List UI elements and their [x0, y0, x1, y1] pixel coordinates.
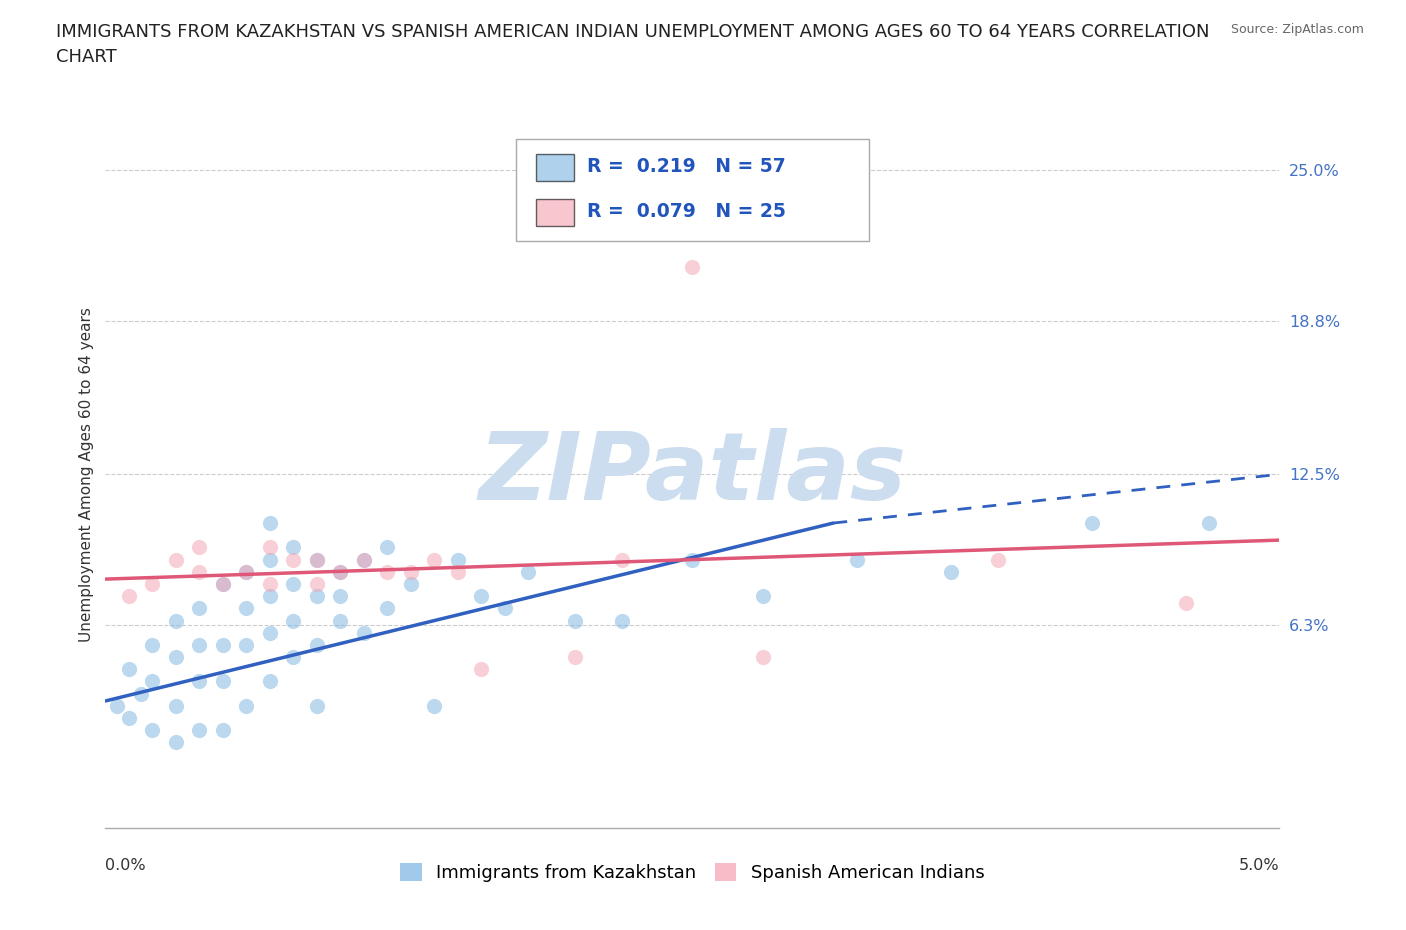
Point	[141, 577, 163, 591]
Point	[283, 552, 305, 567]
Point	[494, 601, 516, 616]
Point	[235, 637, 257, 652]
Point	[165, 735, 187, 750]
Point	[353, 552, 375, 567]
Point	[141, 723, 163, 737]
Point	[283, 577, 305, 591]
Point	[141, 674, 163, 689]
Point	[375, 565, 398, 579]
Point	[105, 698, 128, 713]
Point	[165, 552, 187, 567]
Point	[188, 637, 211, 652]
Point	[305, 552, 328, 567]
Point	[211, 723, 233, 737]
Point	[470, 589, 492, 604]
Point	[305, 577, 328, 591]
Point	[283, 613, 305, 628]
Point	[610, 552, 633, 567]
Point	[939, 565, 962, 579]
Point	[211, 637, 233, 652]
Point	[399, 565, 422, 579]
Text: R =  0.079   N = 25: R = 0.079 N = 25	[586, 202, 786, 220]
Point	[305, 552, 328, 567]
FancyBboxPatch shape	[516, 139, 869, 241]
Point	[1080, 515, 1102, 530]
Point	[259, 625, 281, 640]
Point	[752, 650, 775, 665]
Point	[211, 674, 233, 689]
Point	[188, 565, 211, 579]
Point	[259, 515, 281, 530]
Point	[235, 565, 257, 579]
Point	[211, 577, 233, 591]
Point	[752, 589, 775, 604]
Point	[610, 613, 633, 628]
Point	[305, 589, 328, 604]
Point	[118, 662, 141, 677]
Point	[305, 637, 328, 652]
Point	[259, 540, 281, 555]
Point	[447, 552, 470, 567]
Point	[235, 698, 257, 713]
Point	[423, 552, 446, 567]
Point	[682, 552, 704, 567]
Point	[165, 650, 187, 665]
Point	[259, 589, 281, 604]
Point	[353, 625, 375, 640]
Point	[283, 540, 305, 555]
FancyBboxPatch shape	[536, 154, 574, 181]
Point	[517, 565, 540, 579]
Point	[845, 552, 868, 567]
Point	[188, 674, 211, 689]
Point	[188, 723, 211, 737]
FancyBboxPatch shape	[536, 199, 574, 225]
Point	[165, 698, 187, 713]
Point	[259, 552, 281, 567]
Point	[118, 589, 141, 604]
Point	[682, 259, 704, 274]
Point	[118, 711, 141, 725]
Point	[305, 698, 328, 713]
Point	[329, 589, 352, 604]
Point	[259, 674, 281, 689]
Point	[329, 565, 352, 579]
Point	[188, 601, 211, 616]
Point	[564, 613, 586, 628]
Point	[129, 686, 152, 701]
Point	[329, 613, 352, 628]
Text: 0.0%: 0.0%	[105, 857, 146, 872]
Text: 5.0%: 5.0%	[1239, 857, 1279, 872]
Point	[375, 540, 398, 555]
Point	[987, 552, 1010, 567]
Point	[1174, 596, 1197, 611]
Point	[283, 650, 305, 665]
Point	[399, 577, 422, 591]
Point	[259, 577, 281, 591]
Point	[211, 577, 233, 591]
Point	[375, 601, 398, 616]
Point	[329, 565, 352, 579]
Point	[235, 601, 257, 616]
Point	[235, 565, 257, 579]
Point	[447, 565, 470, 579]
Point	[188, 540, 211, 555]
Point	[470, 662, 492, 677]
Text: R =  0.219   N = 57: R = 0.219 N = 57	[586, 157, 786, 177]
Text: CHART: CHART	[56, 48, 117, 66]
Y-axis label: Unemployment Among Ages 60 to 64 years: Unemployment Among Ages 60 to 64 years	[79, 307, 94, 642]
Point	[165, 613, 187, 628]
Point	[423, 698, 446, 713]
Text: ZIPatlas: ZIPatlas	[478, 429, 907, 520]
Text: IMMIGRANTS FROM KAZAKHSTAN VS SPANISH AMERICAN INDIAN UNEMPLOYMENT AMONG AGES 60: IMMIGRANTS FROM KAZAKHSTAN VS SPANISH AM…	[56, 23, 1209, 41]
Point	[1198, 515, 1220, 530]
Legend: Immigrants from Kazakhstan, Spanish American Indians: Immigrants from Kazakhstan, Spanish Amer…	[394, 856, 991, 889]
Point	[564, 650, 586, 665]
Point	[353, 552, 375, 567]
Text: Source: ZipAtlas.com: Source: ZipAtlas.com	[1230, 23, 1364, 36]
Point	[141, 637, 163, 652]
